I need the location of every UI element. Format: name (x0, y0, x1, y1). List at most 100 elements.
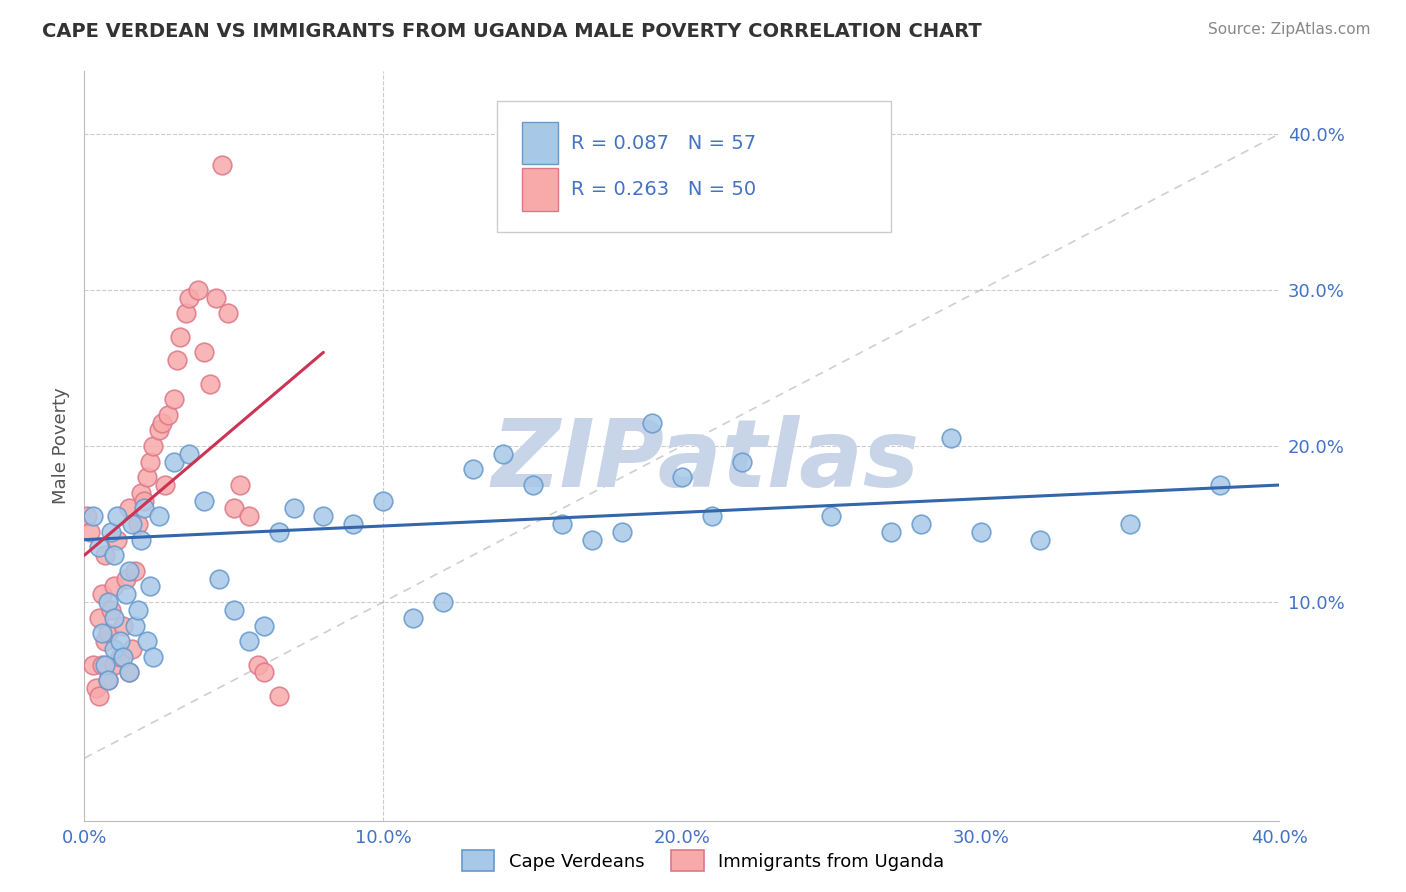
Point (402, 611, 425, 625)
Point (700, 509, 723, 524)
Point (89, 541, 111, 555)
Point (94, 634, 117, 648)
Point (129, 485, 152, 500)
Point (205, 291, 228, 305)
Point (97, 595, 120, 609)
Point (103, 657, 125, 672)
Text: R = 0.263   N = 50: R = 0.263 N = 50 (571, 180, 756, 199)
Point (612, 524, 634, 539)
Point (136, 634, 159, 648)
Point (163, 455, 186, 469)
Point (148, 509, 170, 524)
Point (970, 524, 993, 539)
Point (187, 283, 209, 297)
Point (217, 306, 239, 320)
Point (177, 447, 200, 461)
Point (820, 509, 842, 524)
Point (174, 306, 197, 320)
Point (267, 524, 290, 539)
Point (76, 509, 98, 524)
Point (121, 517, 143, 532)
Point (157, 408, 180, 422)
Point (492, 447, 515, 461)
Point (166, 353, 188, 368)
Point (246, 657, 269, 672)
Point (82, 657, 104, 672)
Point (118, 501, 141, 516)
Point (112, 649, 135, 664)
Point (169, 330, 191, 344)
Point (127, 517, 149, 532)
Point (177, 291, 200, 305)
Point (94, 548, 117, 563)
Point (103, 611, 125, 625)
Point (118, 564, 141, 578)
Point (238, 509, 260, 524)
Point (910, 517, 932, 532)
Point (89, 611, 111, 625)
FancyBboxPatch shape (522, 168, 558, 211)
Point (100, 524, 122, 539)
Point (153, 478, 176, 492)
Point (118, 665, 141, 680)
Point (150, 416, 173, 430)
Point (124, 618, 146, 632)
Point (91, 587, 114, 601)
Text: CAPE VERDEAN VS IMMIGRANTS FROM UGANDA MALE POVERTY CORRELATION CHART: CAPE VERDEAN VS IMMIGRANTS FROM UGANDA M… (42, 22, 981, 41)
Text: R = 0.087   N = 57: R = 0.087 N = 57 (571, 134, 756, 153)
Point (110, 634, 132, 648)
Point (163, 392, 186, 407)
Point (461, 462, 484, 476)
Point (91, 657, 114, 672)
Point (91, 626, 114, 640)
Point (110, 649, 132, 664)
Point (1029, 533, 1052, 547)
Point (127, 603, 149, 617)
Point (139, 455, 162, 469)
Point (124, 564, 146, 578)
Point (139, 580, 162, 594)
Point (142, 439, 165, 453)
Point (132, 493, 156, 508)
Point (100, 603, 122, 617)
Point (193, 345, 215, 359)
Point (103, 642, 125, 657)
Point (283, 501, 305, 516)
Point (105, 533, 128, 547)
Point (136, 470, 159, 484)
FancyBboxPatch shape (522, 121, 558, 164)
Point (79, 524, 101, 539)
Point (103, 580, 125, 594)
Point (132, 501, 156, 516)
Point (97, 626, 120, 640)
Point (222, 603, 245, 617)
Point (89, 689, 111, 703)
Point (222, 501, 245, 516)
Point (103, 548, 125, 563)
Y-axis label: Male Poverty: Male Poverty (52, 388, 70, 504)
Point (228, 478, 252, 492)
Point (312, 509, 335, 524)
Point (880, 524, 903, 539)
Point (118, 665, 141, 680)
Point (94, 657, 117, 672)
Point (671, 470, 693, 484)
Text: Source: ZipAtlas.com: Source: ZipAtlas.com (1208, 22, 1371, 37)
Point (121, 642, 143, 657)
Point (522, 478, 544, 492)
Point (97, 673, 120, 687)
Point (253, 665, 276, 680)
Text: ZIPatlas: ZIPatlas (492, 415, 920, 507)
Point (208, 572, 231, 586)
Point (581, 533, 603, 547)
Point (129, 533, 152, 547)
Point (86, 681, 108, 695)
Point (148, 424, 170, 438)
Point (939, 431, 962, 445)
Point (211, 158, 233, 172)
Point (97, 673, 120, 687)
Legend: Cape Verdeans, Immigrants from Uganda: Cape Verdeans, Immigrants from Uganda (454, 843, 952, 879)
Point (373, 493, 395, 508)
Point (105, 509, 128, 524)
Point (193, 493, 215, 508)
